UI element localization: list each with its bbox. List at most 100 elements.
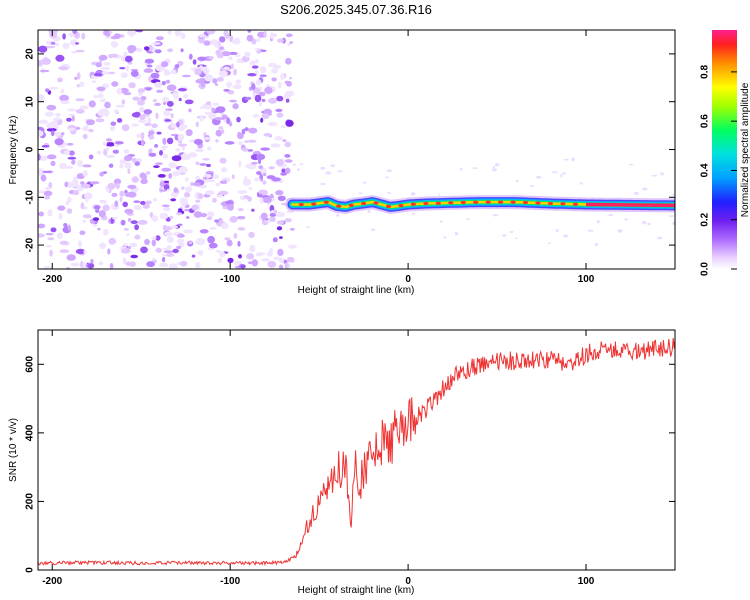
noise-speckle <box>184 99 194 105</box>
noise-speckle <box>77 160 83 167</box>
noise-speckle <box>229 35 234 43</box>
x-tick-label: -100 <box>220 274 240 285</box>
noise-speckle <box>56 232 63 240</box>
noise-speckle <box>123 51 128 57</box>
noise-speckle <box>120 219 126 226</box>
noise-speckle <box>129 242 138 248</box>
noise-speckle <box>254 70 259 75</box>
noise-speckle <box>204 111 210 115</box>
noise-speckle <box>47 209 53 217</box>
noise-speckle <box>137 88 146 93</box>
noise-speckle <box>228 56 233 60</box>
noise-speckle <box>211 107 216 113</box>
noise-speckle <box>101 70 109 75</box>
noise-speckle <box>176 212 183 216</box>
noise-speckle <box>46 154 57 160</box>
noise-speckle <box>280 172 287 176</box>
noise-speckle <box>198 34 206 38</box>
signal-hotspot <box>373 201 379 205</box>
noise-speckle <box>164 180 170 184</box>
y-tick-label: 400 <box>25 424 36 441</box>
noise-speckle <box>261 113 270 119</box>
noise-speckle <box>49 31 58 39</box>
noise-speckle <box>262 196 272 204</box>
noise-speckle <box>140 246 148 254</box>
x-tick-label: -200 <box>42 576 62 587</box>
noise-speckle <box>107 248 111 255</box>
noise-speckle <box>156 131 162 135</box>
noise-speckle <box>54 131 61 137</box>
noise-speckle <box>184 177 189 182</box>
signal-hotspot <box>547 201 554 206</box>
noise-speckle <box>215 182 221 187</box>
noise-speckle <box>99 171 104 177</box>
noise-speckle <box>162 256 166 263</box>
noise-speckle <box>226 239 233 247</box>
noise-speckle <box>287 244 297 249</box>
noise-speckle <box>110 41 119 48</box>
noise-speckle <box>178 143 187 147</box>
noise-speckle <box>166 244 172 250</box>
noise-speckle <box>38 94 46 102</box>
noise-speckle <box>207 146 212 151</box>
noise-speckle <box>530 185 534 188</box>
noise-speckle <box>206 30 216 35</box>
noise-speckle <box>195 79 205 84</box>
noise-speckle <box>50 160 56 167</box>
noise-speckle <box>114 200 119 207</box>
noise-speckle <box>213 41 220 48</box>
noise-speckle <box>121 99 126 105</box>
noise-speckle <box>104 101 111 109</box>
noise-speckle <box>218 190 229 196</box>
noise-speckle <box>129 261 136 268</box>
signal-hotspot <box>535 201 541 205</box>
noise-speckle <box>222 51 231 57</box>
noise-speckle <box>263 172 267 177</box>
noise-speckle <box>268 97 278 104</box>
noise-speckle <box>163 110 171 117</box>
noise-speckle <box>642 220 647 225</box>
noise-speckle <box>151 42 161 45</box>
colorbar-tick-label: 0.8 <box>700 64 711 78</box>
noise-speckle <box>163 250 173 254</box>
snr-plot-area <box>38 330 675 570</box>
noise-speckle <box>240 264 246 269</box>
noise-speckle <box>193 138 203 145</box>
noise-speckle <box>236 116 241 123</box>
noise-speckle <box>38 223 46 229</box>
noise-speckle <box>199 163 207 166</box>
noise-speckle <box>67 196 72 203</box>
noise-speckle <box>180 202 187 207</box>
noise-speckle <box>256 193 263 198</box>
noise-speckle <box>515 179 519 183</box>
noise-speckle <box>284 154 291 158</box>
noise-speckle <box>207 235 216 244</box>
noise-speckle <box>54 138 64 146</box>
noise-speckle <box>153 259 158 263</box>
noise-speckle <box>195 238 206 246</box>
noise-speckle <box>200 82 206 87</box>
noise-speckle <box>181 145 186 151</box>
noise-speckle <box>267 250 273 257</box>
noise-speckle <box>219 180 227 184</box>
noise-speckle <box>247 149 254 152</box>
noise-speckle <box>548 242 551 245</box>
noise-speckle <box>43 265 52 269</box>
noise-speckle <box>171 191 178 198</box>
noise-speckle <box>49 249 53 257</box>
noise-speckle <box>192 182 201 186</box>
noise-speckle <box>191 254 196 258</box>
noise-speckle <box>41 145 50 148</box>
noise-speckle <box>166 236 174 244</box>
noise-speckle <box>260 66 267 74</box>
noise-speckle <box>168 173 173 179</box>
noise-speckle <box>161 167 172 172</box>
noise-speckle <box>183 229 194 234</box>
noise-speckle <box>73 176 79 182</box>
noise-speckle <box>251 208 255 212</box>
noise-speckle <box>105 146 110 152</box>
noise-speckle <box>491 168 498 172</box>
noise-speckle <box>172 248 179 254</box>
noise-speckle <box>281 37 286 44</box>
noise-speckle <box>267 122 278 127</box>
